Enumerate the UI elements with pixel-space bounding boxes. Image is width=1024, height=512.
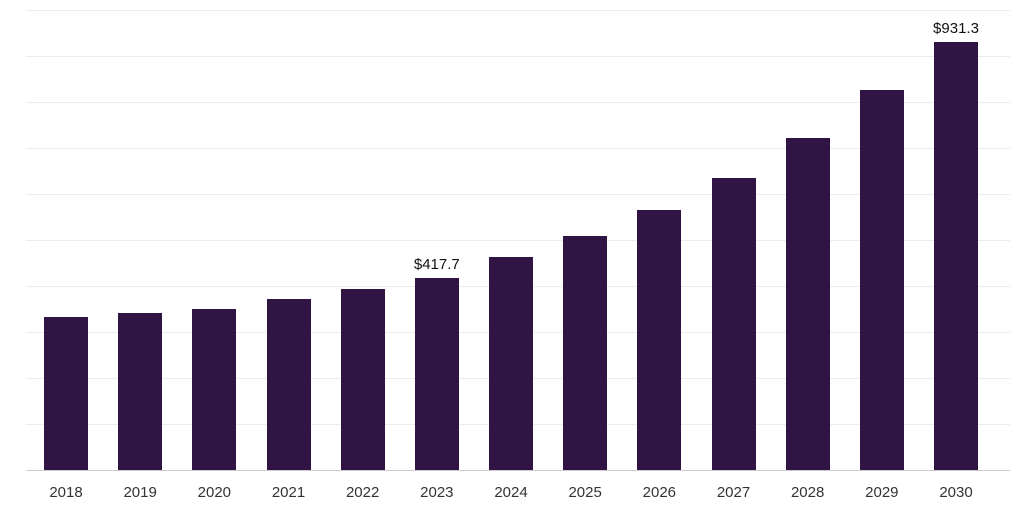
x-tick-2019: 2019 (123, 484, 157, 501)
bar-2026 (637, 209, 682, 470)
x-tick-2024: 2024 (494, 484, 528, 501)
bar-2027 (711, 178, 756, 470)
bar-2030 (934, 41, 978, 470)
x-tick-2026: 2026 (642, 484, 677, 501)
bar-2023 (414, 277, 459, 470)
x-tick-2030: 2030 (939, 484, 973, 501)
x-tick-2022: 2022 (345, 484, 380, 501)
x-tick-2023: 2023 (420, 484, 454, 501)
x-tick-2020: 2020 (197, 484, 232, 501)
bar-2018 (44, 316, 88, 470)
gridline-600 (26, 194, 1010, 195)
bar-2022 (340, 288, 385, 470)
x-tick-2021: 2021 (271, 484, 306, 501)
x-tick-2029: 2029 (865, 484, 899, 501)
bar-2024 (489, 257, 533, 470)
bar-2029 (859, 89, 904, 470)
value-label-2030: $931.3 (933, 19, 979, 37)
gridline-500 (26, 240, 1010, 241)
bar-2020 (192, 309, 237, 470)
gridline-900 (26, 56, 1010, 57)
gridline-700 (26, 148, 1010, 149)
value-label-2023: $417.7 (413, 255, 460, 273)
x-tick-2018: 2018 (49, 484, 83, 501)
gridline-1000 (26, 10, 1010, 11)
x-axis-line (26, 470, 1010, 471)
bar-2019 (118, 313, 163, 470)
bar-2028 (785, 138, 830, 470)
bar-2025 (563, 236, 608, 470)
x-tick-2027: 2027 (716, 484, 751, 501)
x-tick-2028: 2028 (790, 484, 825, 501)
x-tick-2025: 2025 (568, 484, 602, 501)
bar-2021 (266, 299, 311, 470)
gridline-800 (26, 102, 1010, 103)
